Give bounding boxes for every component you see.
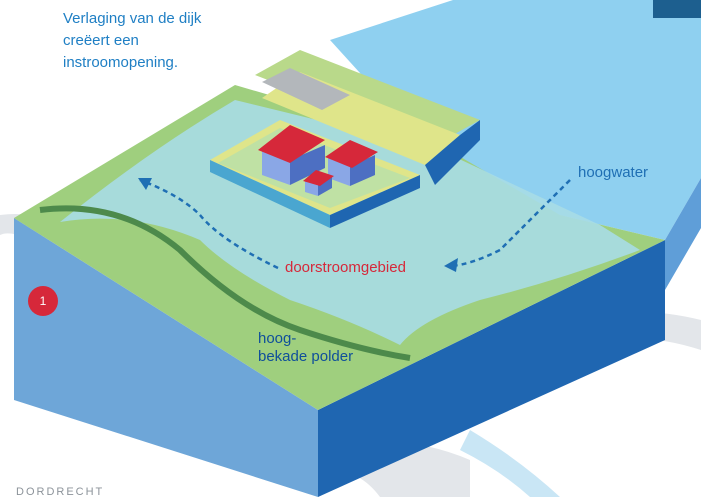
label-doorstroomgebied: doorstroomgebied xyxy=(285,259,406,276)
corner-tab xyxy=(653,0,701,18)
background-stream xyxy=(460,430,560,497)
label-polder-line1: hoog- xyxy=(258,330,388,348)
label-polder: hoog- bekade polder xyxy=(258,330,388,366)
label-hoogwater: hoogwater xyxy=(578,164,648,181)
place-label: DORDRECHT xyxy=(16,486,104,497)
step-badge: 1 xyxy=(28,286,58,316)
caption-text: Verlaging van de dijk creëert een instro… xyxy=(63,8,223,74)
label-polder-line2: bekade polder xyxy=(258,348,388,366)
